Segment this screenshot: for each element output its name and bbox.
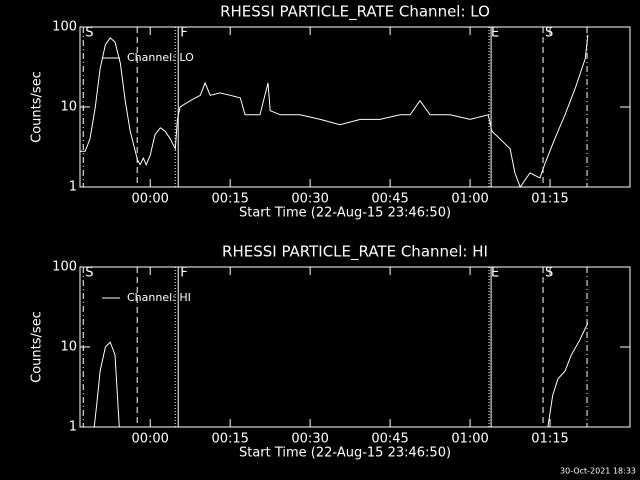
data-line (80, 34, 589, 189)
event-label: F (180, 266, 187, 281)
event-label: E (491, 26, 499, 41)
x-tick-label: 00:15 (211, 192, 248, 207)
x-axis-label: Start Time (22-Aug-15 23:46:50) (239, 206, 451, 221)
y-tick-label: 100 (52, 20, 77, 35)
event-label: S (545, 26, 553, 41)
x-tick-label: 00:30 (291, 192, 328, 207)
chart-title: RHESSI PARTICLE_RATE Channel: LO (220, 3, 490, 22)
y-tick-label: 1 (69, 420, 77, 435)
y-tick-label: 100 (52, 260, 77, 275)
data-line (93, 322, 589, 428)
x-tick-label: 00:30 (291, 432, 328, 447)
x-tick-label: 01:00 (451, 192, 488, 207)
event-label: S (85, 266, 93, 281)
x-tick-label: 00:00 (131, 432, 168, 447)
x-tick-label: 01:00 (451, 432, 488, 447)
y-axis-label: Counts/sec (30, 311, 45, 383)
x-tick-label: 00:15 (211, 432, 248, 447)
event-label: F (180, 26, 187, 41)
x-tick-label: 00:45 (371, 432, 408, 447)
x-axis-label: Start Time (22-Aug-15 23:46:50) (239, 446, 451, 461)
chart-title: RHESSI PARTICLE_RATE Channel: HI (222, 243, 488, 262)
y-tick-label: 1 (69, 180, 77, 195)
x-tick-label: 00:45 (371, 192, 408, 207)
legend-label: Channel: LO (127, 51, 194, 64)
x-tick-label: 01:15 (531, 432, 568, 447)
event-label: E (491, 266, 499, 281)
y-tick-label: 10 (60, 100, 77, 115)
event-label: S (545, 266, 553, 281)
y-axis-label: Counts/sec (30, 71, 45, 143)
y-tick-label: 10 (60, 340, 77, 355)
event-label: S (85, 26, 93, 41)
footer: 30-Oct-2021 18:33 (560, 467, 636, 476)
x-tick-label: 01:15 (531, 192, 568, 207)
x-tick-label: 00:00 (131, 192, 168, 207)
legend-label: Channel: HI (127, 291, 191, 304)
